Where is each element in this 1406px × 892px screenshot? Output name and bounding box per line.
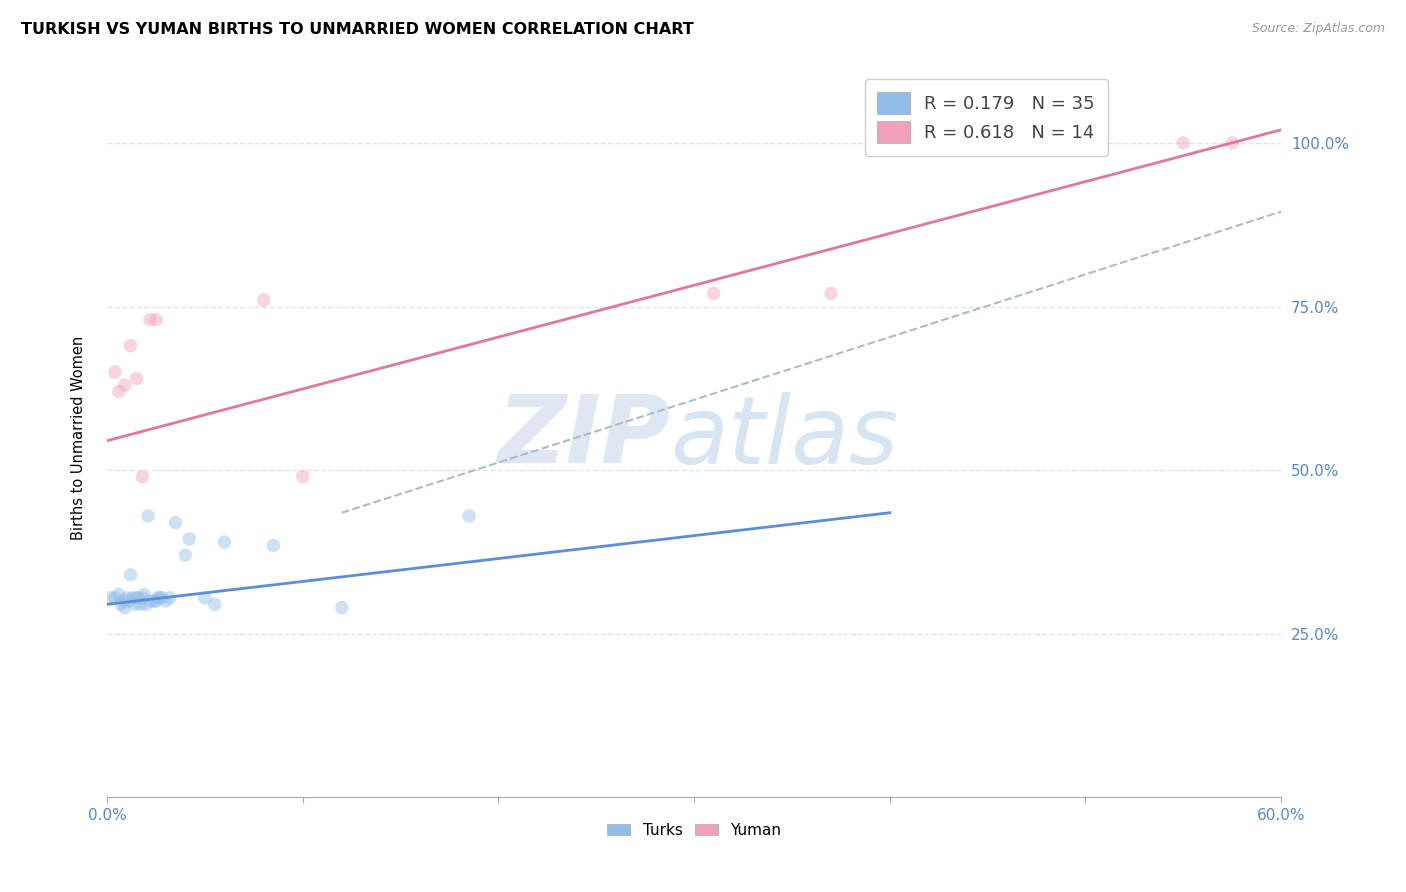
Point [150, 591, 173, 605]
Point [120, 339, 142, 353]
Point [159, 591, 181, 605]
Point [124, 598, 146, 612]
Point [120, 568, 142, 582]
Point [149, 591, 172, 605]
Point [131, 469, 153, 483]
Point [104, 365, 127, 379]
Point [703, 286, 725, 301]
Point [145, 312, 167, 326]
Point [125, 371, 148, 385]
Point [100, 591, 122, 605]
Point [131, 591, 153, 605]
Point [127, 591, 149, 605]
Point [135, 598, 157, 612]
Point [108, 588, 131, 602]
Point [252, 293, 274, 307]
Point [117, 594, 139, 608]
Point [458, 508, 481, 523]
Point [204, 598, 226, 612]
Point [129, 598, 152, 612]
Point [110, 598, 132, 612]
Point [291, 469, 314, 483]
Point [139, 312, 162, 326]
Point [330, 600, 353, 615]
Point [145, 594, 167, 608]
Text: Source: ZipAtlas.com: Source: ZipAtlas.com [1251, 22, 1385, 36]
Point [134, 588, 156, 602]
Point [136, 508, 159, 523]
Point [165, 516, 187, 530]
Point [114, 600, 136, 615]
Point [125, 591, 148, 605]
Point [262, 538, 284, 552]
Point [1220, 136, 1243, 150]
Point [146, 591, 169, 605]
Point [139, 594, 162, 608]
Point [1173, 136, 1195, 150]
Point [820, 286, 842, 301]
Point [104, 591, 127, 605]
Point [179, 532, 201, 546]
Text: atlas: atlas [671, 392, 898, 483]
Y-axis label: Births to Unmarried Women: Births to Unmarried Women [72, 335, 86, 540]
Point [121, 591, 143, 605]
Point [143, 594, 166, 608]
Point [194, 591, 217, 605]
Text: ZIP: ZIP [498, 392, 671, 483]
Text: TURKISH VS YUMAN BIRTHS TO UNMARRIED WOMEN CORRELATION CHART: TURKISH VS YUMAN BIRTHS TO UNMARRIED WOM… [21, 22, 693, 37]
Point [111, 594, 134, 608]
Point [174, 548, 197, 562]
Point [114, 378, 136, 392]
Point [214, 535, 236, 549]
Point [108, 384, 131, 399]
Point [115, 591, 138, 605]
Point [155, 594, 177, 608]
Legend: Turks, Yuman: Turks, Yuman [602, 816, 787, 844]
